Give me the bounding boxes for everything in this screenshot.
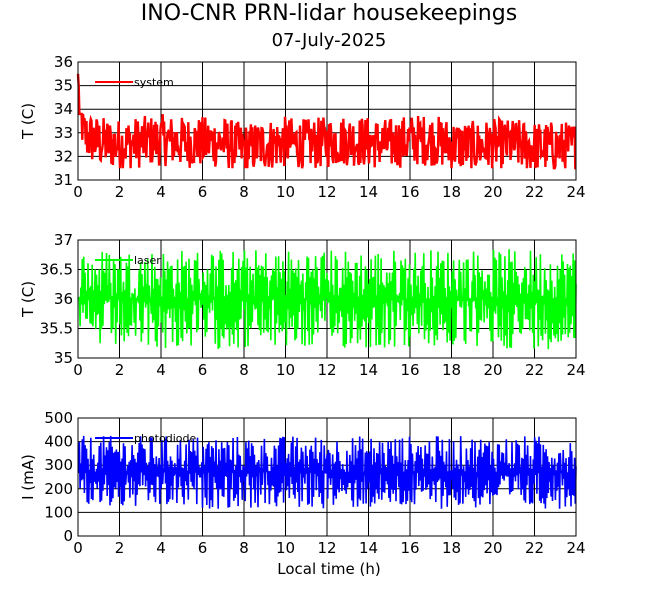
x-tick-label: 22 bbox=[525, 539, 544, 557]
x-tick-label: 16 bbox=[400, 361, 419, 379]
chart-title: INO-CNR PRN-lidar housekeepings bbox=[141, 1, 517, 26]
x-tick-label: 12 bbox=[317, 361, 336, 379]
x-tick-label: 8 bbox=[239, 539, 249, 557]
x-tick-label: 20 bbox=[483, 361, 502, 379]
x-tick-label: 18 bbox=[442, 361, 461, 379]
y-axis-label: T (C) bbox=[19, 281, 37, 318]
y-tick-label: 36 bbox=[54, 290, 73, 308]
y-tick-label: 33 bbox=[54, 124, 73, 142]
x-tick-label: 0 bbox=[73, 539, 83, 557]
x-tick-label: 12 bbox=[317, 539, 336, 557]
x-tick-label: 12 bbox=[317, 183, 336, 201]
x-tick-label: 6 bbox=[198, 361, 208, 379]
x-tick-label: 6 bbox=[198, 539, 208, 557]
series-line-laser bbox=[77, 249, 577, 350]
x-tick-label: 10 bbox=[276, 361, 295, 379]
y-tick-label: 37 bbox=[54, 231, 73, 249]
y-tick-label: 400 bbox=[44, 433, 73, 451]
x-tick-label: 8 bbox=[239, 361, 249, 379]
y-tick-label: 32 bbox=[54, 147, 73, 165]
legend-label-laser: laser bbox=[134, 254, 161, 267]
x-tick-label: 16 bbox=[400, 183, 419, 201]
x-tick-label: 14 bbox=[359, 361, 378, 379]
y-axis-label: T (C) bbox=[19, 103, 37, 140]
legend-label-system: system bbox=[134, 76, 174, 89]
x-tick-label: 24 bbox=[566, 183, 585, 201]
x-tick-label: 24 bbox=[566, 361, 585, 379]
y-tick-label: 35 bbox=[54, 349, 73, 367]
x-axis-label: Local time (h) bbox=[277, 560, 381, 578]
x-tick-label: 16 bbox=[400, 539, 419, 557]
x-tick-label: 2 bbox=[115, 183, 125, 201]
x-tick-label: 18 bbox=[442, 183, 461, 201]
series-line-photodiode bbox=[77, 435, 577, 509]
y-tick-label: 0 bbox=[63, 527, 73, 545]
y-tick-label: 500 bbox=[44, 409, 73, 427]
x-tick-label: 2 bbox=[115, 361, 125, 379]
y-tick-label: 100 bbox=[44, 503, 73, 521]
chart-subtitle: 07-July-2025 bbox=[272, 30, 387, 51]
x-tick-label: 20 bbox=[483, 539, 502, 557]
x-tick-label: 22 bbox=[525, 183, 544, 201]
x-tick-label: 20 bbox=[483, 183, 502, 201]
y-tick-label: 31 bbox=[54, 171, 73, 189]
legend-label-photodiode: photodiode bbox=[134, 432, 196, 445]
y-tick-label: 35.5 bbox=[40, 320, 73, 338]
x-tick-label: 14 bbox=[359, 183, 378, 201]
x-tick-label: 24 bbox=[566, 539, 585, 557]
y-axis-label: I (mA) bbox=[19, 454, 37, 500]
x-tick-label: 18 bbox=[442, 539, 461, 557]
y-tick-label: 300 bbox=[44, 456, 73, 474]
x-tick-label: 10 bbox=[276, 539, 295, 557]
x-tick-label: 4 bbox=[156, 183, 166, 201]
y-tick-label: 35 bbox=[54, 77, 73, 95]
x-tick-label: 8 bbox=[239, 183, 249, 201]
y-tick-label: 36 bbox=[54, 53, 73, 71]
y-tick-label: 200 bbox=[44, 480, 73, 498]
x-tick-label: 6 bbox=[198, 183, 208, 201]
x-tick-label: 2 bbox=[115, 539, 125, 557]
x-tick-label: 10 bbox=[276, 183, 295, 201]
series-line-system bbox=[76, 73, 577, 170]
x-tick-label: 0 bbox=[73, 361, 83, 379]
y-tick-label: 34 bbox=[54, 100, 73, 118]
x-tick-label: 14 bbox=[359, 539, 378, 557]
x-tick-label: 22 bbox=[525, 361, 544, 379]
x-tick-label: 4 bbox=[156, 539, 166, 557]
x-tick-label: 0 bbox=[73, 183, 83, 201]
y-tick-label: 36.5 bbox=[40, 261, 73, 279]
x-tick-label: 4 bbox=[156, 361, 166, 379]
